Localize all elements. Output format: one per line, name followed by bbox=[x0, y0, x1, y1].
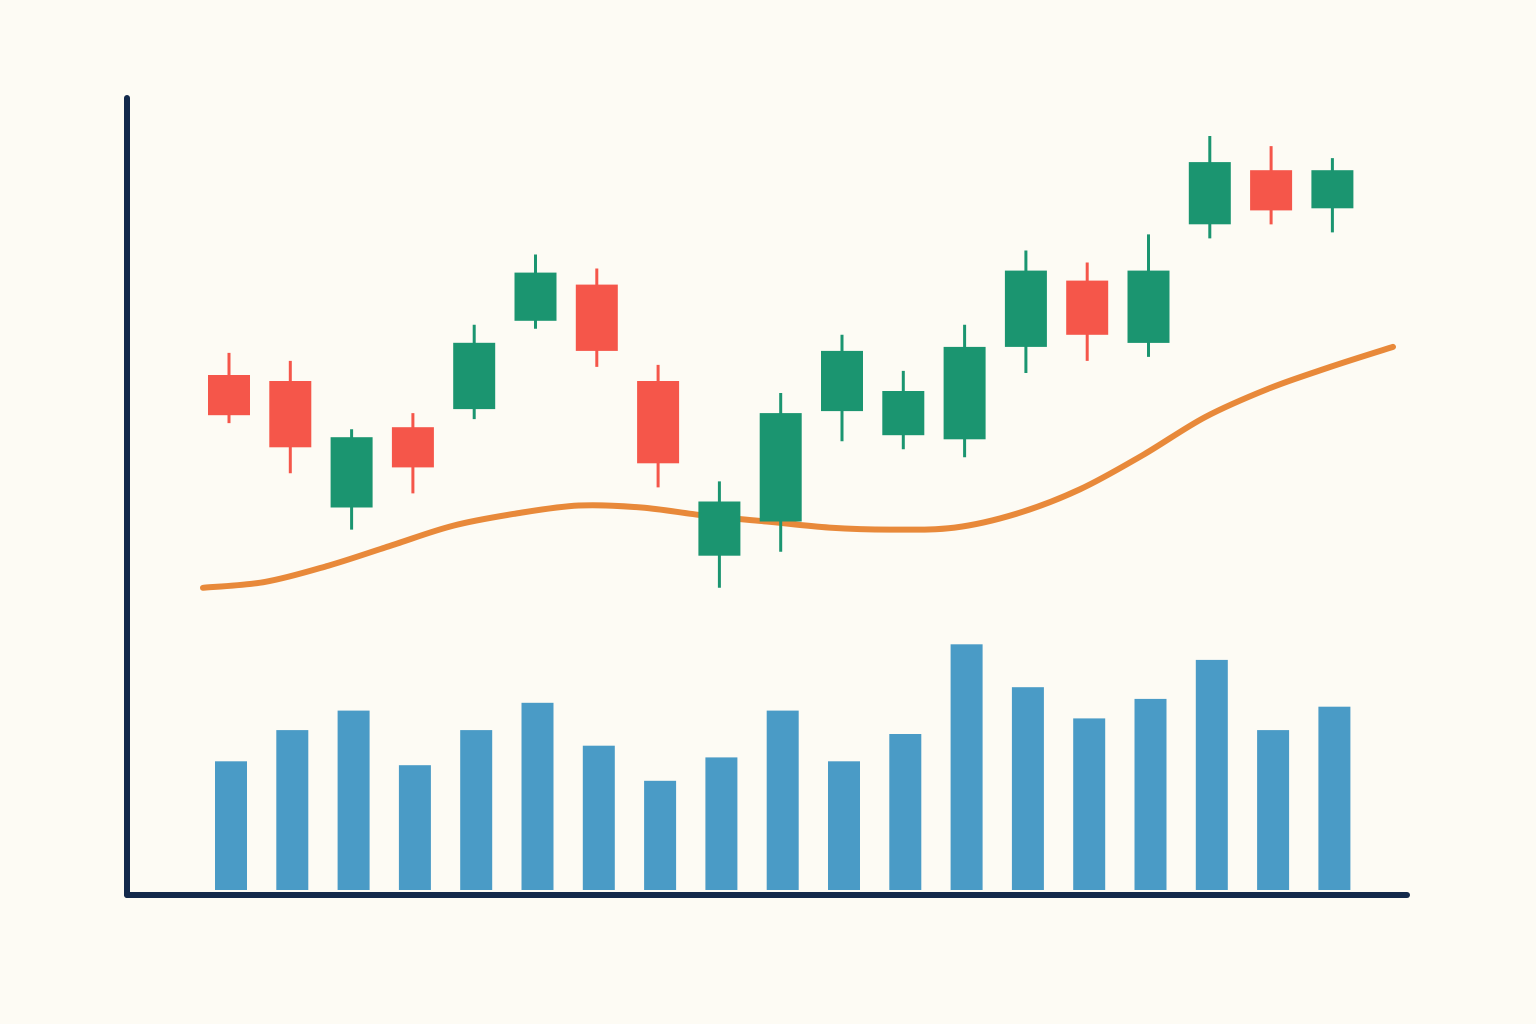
candle-body bbox=[1127, 270, 1170, 343]
volume-bar bbox=[766, 710, 799, 890]
bearish-candle bbox=[575, 268, 618, 367]
candle-body bbox=[882, 391, 925, 436]
candle-body bbox=[575, 284, 618, 351]
candle-body bbox=[208, 375, 250, 416]
volume-bar bbox=[828, 761, 860, 890]
volume-bar bbox=[950, 644, 983, 890]
candle-body bbox=[1250, 170, 1293, 211]
volume-bar bbox=[1195, 659, 1228, 890]
bullish-candle bbox=[943, 324, 986, 458]
bullish-candle bbox=[1127, 234, 1170, 357]
volume-bar bbox=[1257, 730, 1290, 890]
volume-bar bbox=[705, 757, 738, 890]
candle-body bbox=[821, 350, 863, 412]
volume-bar bbox=[889, 734, 922, 890]
candle-body bbox=[637, 381, 680, 464]
bearish-candle bbox=[269, 360, 312, 474]
bearish-candle bbox=[208, 352, 250, 424]
bullish-candle bbox=[1311, 158, 1354, 233]
volume-bar bbox=[460, 730, 493, 890]
volume-bar bbox=[1318, 706, 1351, 890]
candle-body bbox=[269, 381, 312, 448]
volume-bar bbox=[582, 745, 615, 890]
moving-average-line bbox=[200, 343, 1396, 591]
bearish-candle bbox=[1250, 146, 1293, 225]
candle-body bbox=[330, 437, 373, 508]
bullish-candle bbox=[698, 481, 741, 588]
volume-bar bbox=[521, 702, 554, 890]
candle-body bbox=[1311, 170, 1354, 209]
axes bbox=[124, 95, 1410, 898]
bullish-candle bbox=[882, 370, 925, 450]
bullish-candle bbox=[759, 393, 802, 552]
volume-bar bbox=[1073, 718, 1106, 890]
moving-average-layer bbox=[200, 343, 1396, 591]
candle-body bbox=[943, 346, 986, 440]
bullish-candle bbox=[453, 324, 496, 420]
volume-bar bbox=[1134, 698, 1167, 890]
volume-bar bbox=[276, 730, 309, 890]
volume-bar bbox=[398, 765, 431, 890]
candle-body bbox=[453, 342, 496, 410]
volume-bar bbox=[1011, 687, 1044, 890]
volume-bars bbox=[215, 644, 1351, 890]
candlesticks bbox=[208, 136, 1354, 588]
bullish-candle bbox=[514, 254, 557, 329]
bearish-candle bbox=[391, 413, 434, 494]
candle-body bbox=[1188, 162, 1231, 225]
candle-body bbox=[514, 272, 557, 321]
volume-bar bbox=[215, 761, 247, 890]
candle-body bbox=[1066, 280, 1109, 335]
volume-bar bbox=[337, 710, 370, 890]
bullish-candle bbox=[1004, 250, 1047, 373]
bearish-candle bbox=[1066, 262, 1109, 361]
bullish-candle bbox=[330, 429, 373, 530]
bearish-candle bbox=[637, 364, 680, 488]
bullish-candle bbox=[821, 334, 863, 442]
candle-body bbox=[391, 427, 434, 468]
volume-bar bbox=[644, 780, 677, 890]
candle-body bbox=[759, 413, 802, 522]
candle-body bbox=[698, 501, 741, 556]
candle-body bbox=[1004, 270, 1047, 347]
bullish-candle bbox=[1188, 136, 1231, 239]
